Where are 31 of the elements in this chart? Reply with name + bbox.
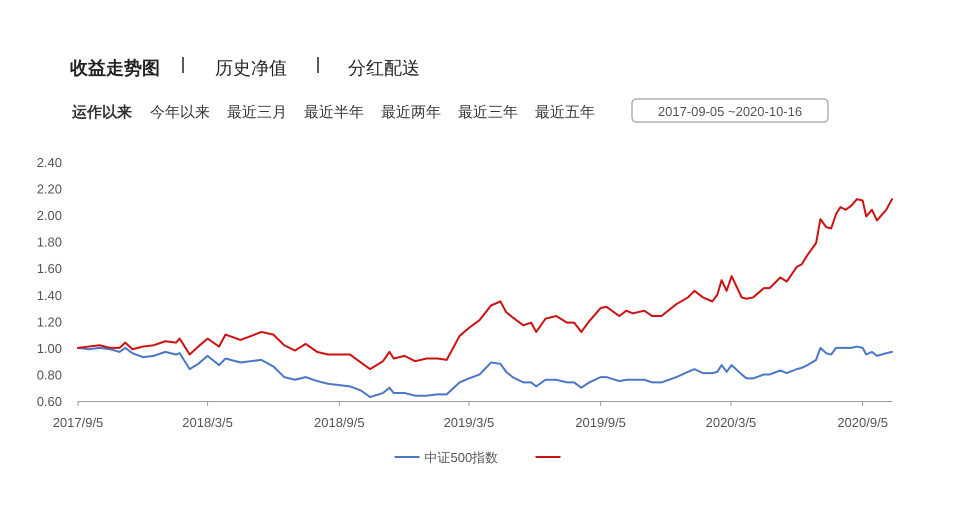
x-tick-label: 2020/3/5	[706, 415, 756, 430]
text: 最近半年	[304, 104, 364, 121]
y-tick-label: 1.40	[36, 288, 62, 303]
text: 2017-09-05 ~2020-10-16	[658, 104, 802, 119]
text: 历史净值	[215, 58, 287, 78]
x-tick-label: 2018/3/5	[182, 415, 233, 430]
x-tick-label: 2018/9/5	[314, 415, 365, 430]
text: 运作以来	[71, 104, 132, 121]
y-tick-label: 1.00	[36, 340, 62, 356]
line-series	[77, 198, 893, 370]
x-tick-label: 2019/3/5	[444, 415, 494, 430]
text: 分红配送	[348, 58, 420, 78]
legend-label: 中证500指数	[424, 450, 498, 465]
text: 今年以来	[150, 104, 210, 121]
y-tick-label: 0.60	[36, 394, 62, 409]
text: 最近两年	[381, 104, 441, 121]
y-tick-label: 1.20	[36, 314, 62, 330]
text: 最近五年	[535, 104, 595, 121]
x-tick-label: 2020/9/5	[837, 415, 888, 430]
text: 收益走势图	[70, 58, 160, 78]
y-tick-label: 2.00	[36, 208, 62, 224]
y-tick-label: 1.80	[36, 234, 62, 250]
y-tick-label: 2.20	[36, 182, 62, 197]
y-tick-label: 2.40	[36, 155, 62, 170]
x-tick-label: 2019/9/5	[575, 415, 626, 430]
y-tick-label: 0.80	[36, 367, 62, 382]
text: 最近三年	[458, 104, 518, 121]
x-tick-label: 2017/9/5	[52, 415, 104, 430]
line-series	[77, 346, 893, 398]
text: 最近三月	[227, 104, 287, 121]
y-tick-label: 1.60	[36, 261, 62, 276]
